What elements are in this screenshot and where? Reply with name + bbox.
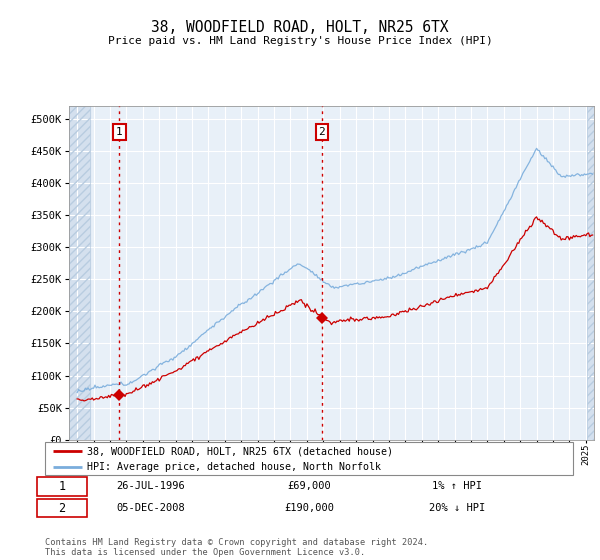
Text: HPI: Average price, detached house, North Norfolk: HPI: Average price, detached house, Nort… — [87, 462, 381, 472]
Text: £190,000: £190,000 — [284, 503, 334, 513]
Text: 1% ↑ HPI: 1% ↑ HPI — [432, 482, 482, 491]
Text: 2: 2 — [59, 502, 66, 515]
Bar — [69, 106, 89, 440]
Text: 05-DEC-2008: 05-DEC-2008 — [116, 503, 185, 513]
Text: 1: 1 — [116, 127, 123, 137]
Bar — [587, 106, 594, 440]
Bar — [587, 106, 594, 440]
Text: Contains HM Land Registry data © Crown copyright and database right 2024.
This d: Contains HM Land Registry data © Crown c… — [45, 538, 428, 557]
Text: £69,000: £69,000 — [287, 482, 331, 491]
Text: 20% ↓ HPI: 20% ↓ HPI — [429, 503, 485, 513]
Text: 38, WOODFIELD ROAD, HOLT, NR25 6TX (detached house): 38, WOODFIELD ROAD, HOLT, NR25 6TX (deta… — [87, 446, 393, 456]
FancyBboxPatch shape — [45, 442, 573, 475]
Text: 2: 2 — [319, 127, 325, 137]
Text: Price paid vs. HM Land Registry's House Price Index (HPI): Price paid vs. HM Land Registry's House … — [107, 36, 493, 46]
Text: 38, WOODFIELD ROAD, HOLT, NR25 6TX: 38, WOODFIELD ROAD, HOLT, NR25 6TX — [151, 20, 449, 35]
Text: 26-JUL-1996: 26-JUL-1996 — [116, 482, 185, 491]
FancyBboxPatch shape — [37, 499, 87, 517]
Text: 1: 1 — [59, 480, 66, 493]
FancyBboxPatch shape — [37, 477, 87, 496]
Bar — [69, 106, 89, 440]
